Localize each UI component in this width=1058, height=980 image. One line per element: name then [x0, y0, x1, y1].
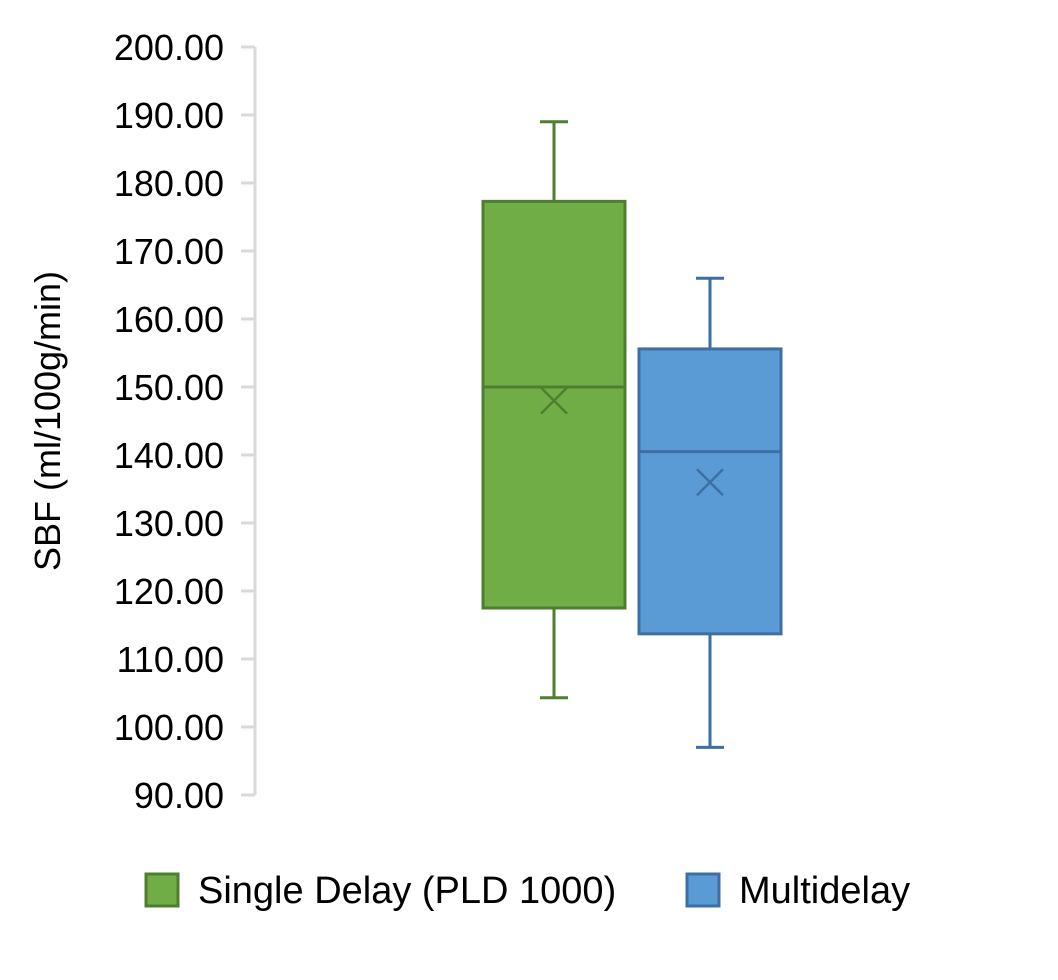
- mean-marker: [696, 468, 724, 497]
- y-tick-label: 180.00: [114, 163, 224, 204]
- mean-marker: [540, 386, 568, 415]
- legend-swatch: [144, 872, 180, 908]
- legend-item: Multidelay: [685, 870, 910, 912]
- y-tick-label: 130.00: [114, 503, 224, 544]
- legend: Single Delay (PLD 1000) Multidelay: [144, 870, 910, 912]
- y-axis-ticks: 90.00 100.00 110.00 120.00 130.00 140.00 150.0…: [114, 27, 255, 816]
- y-tick-label: 200.00: [114, 27, 224, 68]
- y-tick-label: 120.00: [114, 571, 224, 612]
- legend-label: Single Delay (PLD 1000): [198, 870, 616, 912]
- y-axis-title: SBF (ml/100g/min): [27, 271, 68, 571]
- y-tick-label: 110.00: [117, 639, 224, 680]
- y-tick-label: 170.00: [114, 231, 224, 272]
- boxes: [481, 120, 783, 749]
- y-tick-label: 90.00: [134, 775, 224, 816]
- y-tick-label: 150.00: [114, 367, 224, 408]
- legend-item: Single Delay (PLD 1000): [144, 870, 616, 912]
- y-tick-label: 140.00: [114, 435, 224, 476]
- box-multidelay: [637, 276, 783, 749]
- y-tick-label: 160.00: [114, 299, 224, 340]
- legend-label: Multidelay: [739, 870, 910, 912]
- y-tick-label: 190.00: [114, 95, 224, 136]
- legend-swatch: [685, 872, 721, 908]
- box-single-delay: [481, 120, 627, 700]
- y-tick-label: 100.00: [114, 707, 224, 748]
- interquartile-box: [481, 199, 627, 610]
- interquartile-box: [637, 347, 783, 636]
